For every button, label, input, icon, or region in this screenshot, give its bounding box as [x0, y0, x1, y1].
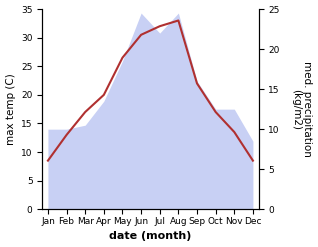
Y-axis label: med. precipitation
(kg/m2): med. precipitation (kg/m2): [291, 61, 313, 157]
X-axis label: date (month): date (month): [109, 231, 192, 242]
Y-axis label: max temp (C): max temp (C): [5, 73, 16, 145]
